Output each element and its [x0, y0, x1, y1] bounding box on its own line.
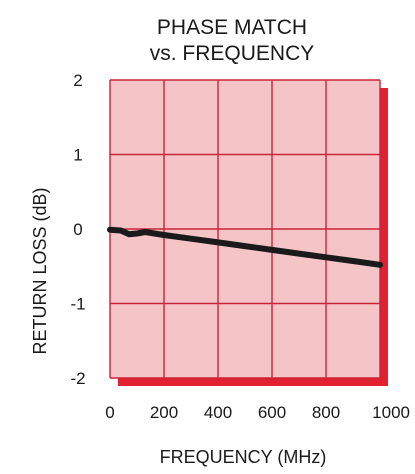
x-tick-label: 200	[150, 403, 178, 422]
data-series	[107, 226, 383, 268]
y-axis-label: RETURN LOSS (dB)	[30, 187, 50, 354]
chart-title-line-2: vs. FREQUENCY	[150, 42, 315, 65]
x-tick-label: 800	[312, 403, 340, 422]
x-tick-label: 1000	[372, 403, 410, 422]
y-tick-label: 0	[73, 220, 82, 239]
y-tick-label: -1	[70, 295, 85, 314]
grid-lines	[109, 79, 381, 379]
x-tick-label: 400	[204, 403, 232, 422]
chart-title-line-1: PHASE MATCH	[157, 16, 307, 39]
series-line-0	[107, 226, 383, 268]
y-tick-label: 1	[73, 146, 82, 165]
y-tick-label: 2	[73, 71, 82, 90]
y-tick-label: -2	[70, 369, 85, 388]
x-axis-ticks: 0 200 400 600 800 1000	[105, 403, 410, 422]
y-axis-ticks: 2 1 0 -1 -2	[70, 71, 85, 388]
x-axis-label: FREQUENCY (MHz)	[160, 447, 327, 467]
x-tick-label: 600	[258, 403, 286, 422]
x-tick-label: 0	[105, 403, 114, 422]
